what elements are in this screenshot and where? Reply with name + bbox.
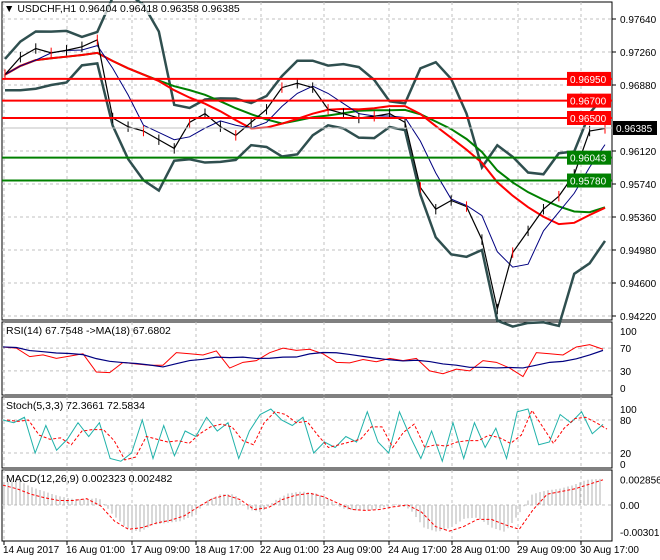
panel-border — [1, 321, 613, 396]
rsi-tick-label: 0 — [620, 384, 626, 395]
price-tick-label: 0.95360 — [620, 213, 657, 224]
macd-tick-label: -0.003017 — [620, 528, 660, 539]
time-tick-label: 24 Aug 17:00 — [388, 545, 447, 556]
current-price-label: 0.96385 — [616, 124, 653, 135]
rsi-tick-label: 70 — [620, 344, 632, 355]
stoch-tick-label: 20 — [620, 449, 632, 460]
level-label: 0.96950 — [570, 75, 607, 86]
level-tag — [567, 173, 611, 188]
bollinger-upper — [4, 0, 606, 176]
level-label: 0.95780 — [570, 177, 607, 188]
time-tick-label: 17 Aug 09:00 — [131, 545, 190, 556]
rsi-tick-label: 30 — [620, 367, 632, 378]
stoch-tick-label: 100 — [620, 405, 637, 416]
stoch-tick-label: 80 — [620, 416, 632, 427]
stoch-main-line — [2, 408, 604, 463]
time-tick-label: 28 Aug 01:00 — [451, 545, 510, 556]
price-tick-label: 0.96120 — [620, 147, 657, 158]
time-tick-label: 16 Aug 01:00 — [66, 545, 125, 556]
time-tick-label: 29 Aug 09:00 — [517, 545, 576, 556]
time-tick-label: 30 Aug 17:00 — [580, 545, 639, 556]
price-tick-label: 0.96880 — [620, 81, 657, 92]
panel-border — [1, 396, 613, 469]
time-tick-label: 18 Aug 17:00 — [195, 545, 254, 556]
macd-label: MACD(12,26,9) 0.002323 0.002482 — [6, 473, 173, 485]
rsi-label: RSI(14) 67.7548 ->MA(18) 67.6802 — [6, 325, 171, 337]
ma-green — [4, 51, 606, 214]
rsi-line — [2, 344, 604, 378]
price-tick-label: 0.94600 — [620, 279, 657, 290]
price-tick-label: 0.97260 — [620, 48, 657, 59]
time-tick-label: 14 Aug 2017 — [3, 545, 60, 556]
time-tick-label: 23 Aug 09:00 — [323, 545, 382, 556]
level-label: 0.96700 — [570, 97, 607, 108]
ma-blue — [4, 45, 606, 268]
macd-tick-label: 0.00 — [620, 501, 640, 512]
stoch-signal-line — [6, 409, 608, 461]
rsi-tick-label: 100 — [620, 327, 637, 338]
level-tag — [567, 71, 611, 86]
stoch-tick-label: 0 — [620, 460, 626, 471]
price-tick-label: 0.95740 — [620, 180, 657, 191]
macd-signal-line — [2, 479, 604, 532]
chart-header: ▼ USDCHF,H1 0.96404 0.96418 0.96358 0.96… — [4, 3, 240, 15]
price-tick-label: 0.94220 — [620, 312, 657, 323]
panel-border — [1, 1, 613, 321]
level-tag — [567, 93, 611, 108]
level-label: 0.96500 — [570, 114, 607, 125]
triangle-down-icon[interactable]: ▼ — [4, 3, 15, 15]
current-price-tag — [613, 120, 657, 135]
level-label: 0.96043 — [570, 154, 607, 165]
price-tick-label: 0.94980 — [620, 246, 657, 257]
rsi-ma-line — [2, 346, 604, 369]
ohlc-values: 0.96404 0.96418 0.96358 0.96385 — [79, 3, 240, 15]
symbol-label: USDCHF,H1 — [17, 3, 77, 15]
level-tag — [567, 111, 611, 125]
price-line — [4, 38, 606, 310]
stoch-label: Stoch(5,3,3) 72.3661 72.5834 — [6, 400, 145, 412]
price-tick-label: 0.97640 — [620, 15, 657, 26]
macd-tick-label: 0.002856 — [620, 475, 660, 486]
time-tick-label: 22 Aug 01:00 — [260, 545, 319, 556]
level-tag — [567, 150, 611, 165]
bollinger-lower — [5, 62, 607, 328]
